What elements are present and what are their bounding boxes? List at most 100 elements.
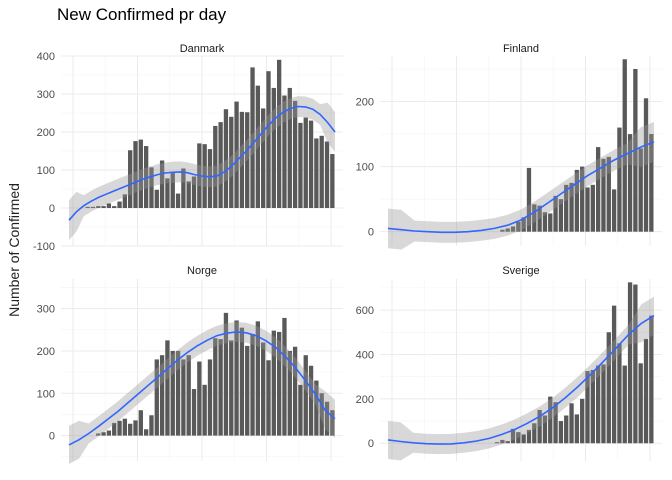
bar: [580, 398, 585, 444]
panel-title: Norge: [187, 265, 217, 277]
bar: [143, 429, 149, 436]
bar: [537, 409, 542, 444]
bar: [292, 100, 298, 208]
bar: [112, 422, 117, 436]
bar: [638, 148, 643, 232]
y-tick-label: 600: [356, 305, 374, 317]
bar: [500, 229, 505, 232]
bar: [128, 423, 133, 436]
panel-norge: 0 100 200 300 Norge: [37, 265, 343, 464]
bar: [245, 345, 250, 436]
panel-danmark: -100 0 100 200 300 400 Danmark: [33, 43, 343, 253]
bar: [96, 206, 101, 208]
bar: [191, 389, 197, 436]
bar: [585, 187, 590, 232]
panel-title: Finland: [503, 43, 539, 55]
bar: [255, 85, 261, 208]
y-tick-label: 200: [37, 127, 55, 139]
bar: [101, 432, 106, 436]
bar: [627, 134, 633, 232]
bar: [122, 418, 128, 436]
bar: [202, 384, 207, 436]
bar: [319, 135, 324, 208]
y-tick-label: 0: [368, 438, 374, 450]
y-tick-label: 100: [356, 162, 374, 174]
bar: [643, 338, 649, 444]
bar: [197, 361, 202, 436]
bar: [521, 434, 526, 444]
bar: [101, 206, 106, 208]
bar: [558, 199, 564, 232]
bar: [611, 305, 617, 444]
bar: [585, 371, 590, 444]
bar: [500, 439, 505, 444]
bar: [526, 429, 532, 444]
bar: [532, 423, 537, 444]
bar: [303, 117, 308, 208]
bar: [229, 116, 234, 208]
bar: [122, 194, 128, 208]
bar: [292, 346, 298, 436]
bar: [170, 350, 175, 436]
bar: [165, 340, 170, 436]
bar: [186, 355, 191, 436]
y-tick-label: 0: [368, 227, 374, 239]
bar: [250, 334, 255, 436]
y-tick-label: -100: [33, 241, 55, 253]
bar: [516, 221, 521, 232]
bar: [229, 340, 234, 436]
bar: [159, 160, 165, 208]
bar: [510, 428, 516, 444]
bar: [128, 150, 133, 208]
bar: [181, 359, 186, 436]
bar: [287, 87, 292, 208]
bar: [580, 166, 585, 232]
bar: [611, 189, 617, 232]
panel-title: Sverige: [502, 265, 539, 277]
bar: [266, 71, 271, 208]
y-tick-label: 100: [37, 388, 55, 400]
smooth-trend-line: [68, 105, 336, 221]
bar: [234, 320, 239, 436]
confidence-band: [388, 122, 654, 250]
bar: [324, 141, 330, 208]
y-tick-label: 200: [356, 394, 374, 406]
bar: [564, 184, 569, 232]
bar: [112, 206, 117, 208]
bar: [175, 193, 181, 208]
bar: [298, 122, 303, 208]
bar: [181, 168, 186, 208]
bar: [622, 365, 627, 444]
bar: [218, 122, 223, 208]
bar: [165, 178, 170, 208]
bar: [239, 111, 245, 208]
bar: [282, 95, 287, 208]
bar: [537, 205, 542, 232]
bar: [271, 330, 276, 436]
bar: [595, 365, 601, 444]
bar: [548, 396, 553, 444]
bar: [207, 359, 213, 436]
bar: [133, 141, 138, 208]
bar: [175, 350, 181, 436]
bar: [324, 401, 330, 436]
bar: [308, 365, 314, 436]
smooth-trend-line: [68, 331, 336, 446]
bar: [298, 384, 303, 436]
bar: [319, 393, 324, 436]
chart-title: New Confirmed pr day: [57, 5, 227, 24]
bar: [133, 420, 138, 436]
bar: [245, 112, 250, 208]
bar: [276, 59, 282, 208]
bar: [569, 182, 574, 232]
bar: [154, 359, 159, 436]
bar: [117, 201, 122, 208]
bar: [574, 414, 580, 444]
bar: [553, 402, 558, 444]
bar: [154, 189, 159, 208]
smooth-trend-line: [387, 141, 655, 234]
bar: [521, 217, 526, 232]
bar: [494, 442, 500, 444]
bar: [170, 173, 175, 208]
y-tick-label: 300: [37, 304, 55, 316]
